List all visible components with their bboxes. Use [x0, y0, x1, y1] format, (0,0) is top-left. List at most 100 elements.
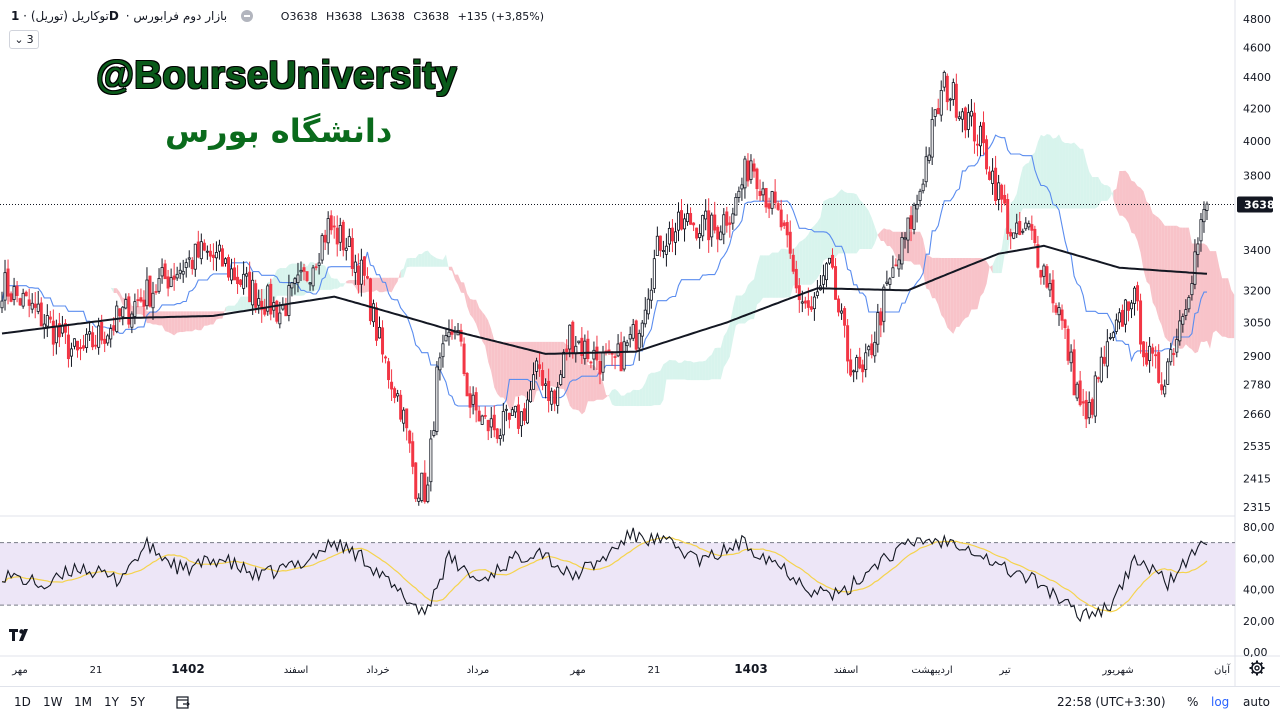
- candle-body: [856, 358, 858, 372]
- candle: [406, 408, 408, 440]
- cloud-segment: [168, 311, 171, 333]
- candle-body: [907, 218, 909, 240]
- candle-body: [895, 265, 897, 266]
- cloud-segment: [1222, 278, 1225, 336]
- candle: [862, 360, 864, 383]
- candle: [554, 389, 556, 411]
- candle: [119, 308, 121, 322]
- range-1m-button[interactable]: 1M: [74, 695, 92, 709]
- eye-icon[interactable]: [241, 10, 253, 22]
- candle: [732, 208, 734, 230]
- candle: [43, 314, 45, 339]
- cloud-segment: [875, 227, 878, 244]
- range-1d-button[interactable]: 1D: [14, 695, 31, 709]
- candle: [95, 335, 97, 349]
- cloud-segment: [195, 311, 198, 330]
- candle-body: [801, 302, 803, 303]
- symbol-name[interactable]: توکاریل (توریل): [31, 9, 109, 23]
- price-tick-label: 2660: [1243, 408, 1271, 421]
- candle-body: [354, 262, 356, 272]
- price-tick-label: 2900: [1243, 350, 1271, 363]
- cloud-segment: [1210, 251, 1213, 349]
- cloud-segment: [1107, 185, 1110, 201]
- candle-body: [76, 341, 78, 350]
- cloud-segment: [839, 189, 842, 253]
- cloud-segment: [159, 311, 162, 325]
- candle-body: [378, 327, 380, 338]
- candle-body: [16, 286, 18, 295]
- tradingview-logo-icon[interactable]: [9, 626, 35, 646]
- candle: [342, 220, 344, 257]
- candle-body: [445, 335, 447, 341]
- candle-body: [620, 343, 622, 371]
- cloud-segment: [222, 307, 225, 318]
- candle: [1103, 346, 1105, 366]
- candle-body: [191, 260, 193, 268]
- candle-body: [680, 211, 682, 230]
- range-1w-button[interactable]: 1W: [43, 695, 63, 709]
- candle-body: [249, 272, 251, 302]
- price-tick-label: 2315: [1243, 501, 1271, 514]
- candle: [28, 289, 30, 317]
- candle: [246, 267, 248, 288]
- candle: [421, 473, 423, 503]
- candle-body: [31, 303, 33, 309]
- cloud-segment: [452, 267, 455, 280]
- candle-body: [357, 266, 359, 285]
- gear-icon[interactable]: [1249, 660, 1265, 676]
- candle: [448, 319, 450, 345]
- cloud-segment: [428, 251, 431, 267]
- range-5y-button[interactable]: 5Y: [130, 695, 145, 709]
- indicators-collapse-button[interactable]: ⌄ 3: [9, 30, 39, 49]
- candle-body: [883, 287, 885, 321]
- candle: [886, 271, 888, 286]
- candle-body: [125, 299, 127, 307]
- cloud-segment: [1086, 161, 1089, 208]
- candle-body: [804, 301, 806, 303]
- candle-body: [230, 269, 232, 280]
- cloud-segment: [419, 254, 422, 267]
- cloud-segment: [1204, 243, 1207, 342]
- candle-body: [185, 263, 187, 268]
- candle-body: [137, 300, 139, 301]
- candle-body: [143, 300, 145, 306]
- candle: [880, 308, 882, 337]
- candle-body: [967, 113, 969, 130]
- candle: [955, 74, 957, 121]
- candle-body: [384, 357, 386, 358]
- candle-body: [345, 248, 347, 250]
- candle: [418, 493, 420, 506]
- percent-toggle[interactable]: %: [1187, 695, 1198, 709]
- candle-body: [318, 263, 320, 265]
- candle-body: [898, 260, 900, 269]
- auto-toggle[interactable]: auto: [1243, 695, 1270, 709]
- candle: [1118, 308, 1120, 329]
- cloud-segment: [935, 258, 938, 305]
- cloud-segment: [621, 396, 624, 406]
- log-toggle[interactable]: log: [1211, 695, 1229, 709]
- candle-body: [4, 273, 6, 300]
- candle: [919, 189, 921, 207]
- candle-body: [164, 264, 166, 279]
- candle: [738, 187, 740, 203]
- cloud-segment: [1041, 135, 1044, 209]
- candle-body: [1055, 306, 1057, 313]
- range-1y-button[interactable]: 1Y: [104, 695, 119, 709]
- candle: [1037, 236, 1039, 269]
- candle-body: [221, 249, 223, 266]
- candle: [853, 369, 855, 382]
- candle: [1130, 300, 1132, 318]
- cloud-segment: [866, 207, 869, 249]
- candle-body: [726, 212, 728, 225]
- candle: [874, 332, 876, 363]
- candle-body: [1013, 233, 1015, 238]
- candle: [34, 292, 36, 318]
- cloud-segment: [120, 292, 123, 305]
- candle-body: [768, 204, 770, 209]
- timezone-label[interactable]: 22:58 (UTC+3:30): [1057, 695, 1166, 709]
- date-range-icon[interactable]: [175, 695, 191, 711]
- candle: [1161, 372, 1163, 395]
- cloud-segment: [657, 371, 660, 405]
